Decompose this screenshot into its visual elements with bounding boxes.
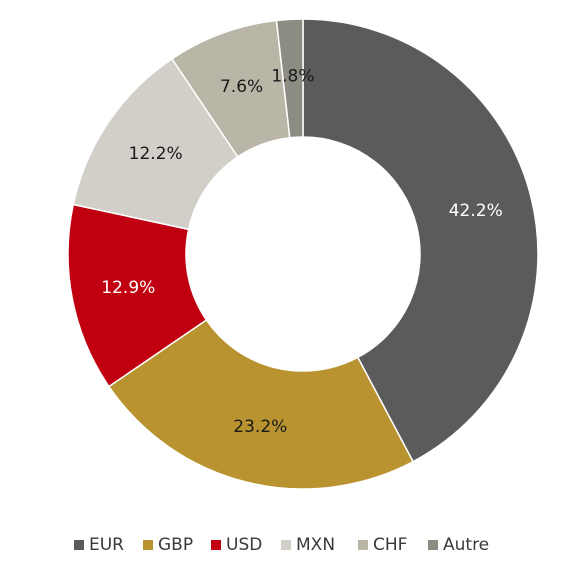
legend-item-mxn: MXN xyxy=(281,535,335,555)
legend-swatch-autre xyxy=(428,540,438,550)
slice-eur xyxy=(302,18,539,463)
legend-item-gbp: GBP xyxy=(143,535,193,555)
chart-slice-labels: 42.2% 23.2% 12.9% 12.2% 7.6% 1.8% xyxy=(101,66,502,437)
legend-label-autre: Autre xyxy=(443,535,489,555)
slice-autre xyxy=(275,18,304,139)
slice-gbp xyxy=(107,318,415,490)
chart-slices xyxy=(67,18,539,490)
slice-label-usd: 12.9% xyxy=(101,278,155,298)
slice-label-gbp: 23.2% xyxy=(233,417,287,437)
legend-item-chf: CHF xyxy=(358,535,407,555)
legend-swatch-chf xyxy=(358,540,368,550)
slice-mxn xyxy=(72,57,239,231)
legend-item-autre: Autre xyxy=(428,535,489,555)
chart-legend: EUR GBP USD MXN CHF Autre xyxy=(74,535,489,555)
slice-label-mxn: 12.2% xyxy=(129,144,183,164)
legend-item-eur: EUR xyxy=(74,535,124,555)
slice-label-autre: 1.8% xyxy=(271,66,314,86)
legend-label-usd: USD xyxy=(226,535,262,555)
legend-label-gbp: GBP xyxy=(158,535,193,555)
legend-swatch-mxn xyxy=(281,540,291,550)
legend-label-eur: EUR xyxy=(89,535,124,555)
legend-label-chf: CHF xyxy=(373,535,407,555)
slice-label-eur: 42.2% xyxy=(449,201,503,221)
legend-swatch-usd xyxy=(211,540,221,550)
legend-swatch-gbp xyxy=(143,540,153,550)
legend-item-usd: USD xyxy=(211,535,262,555)
slice-label-chf: 7.6% xyxy=(220,77,263,97)
legend-swatch-eur xyxy=(74,540,84,550)
legend-label-mxn: MXN xyxy=(296,535,335,555)
